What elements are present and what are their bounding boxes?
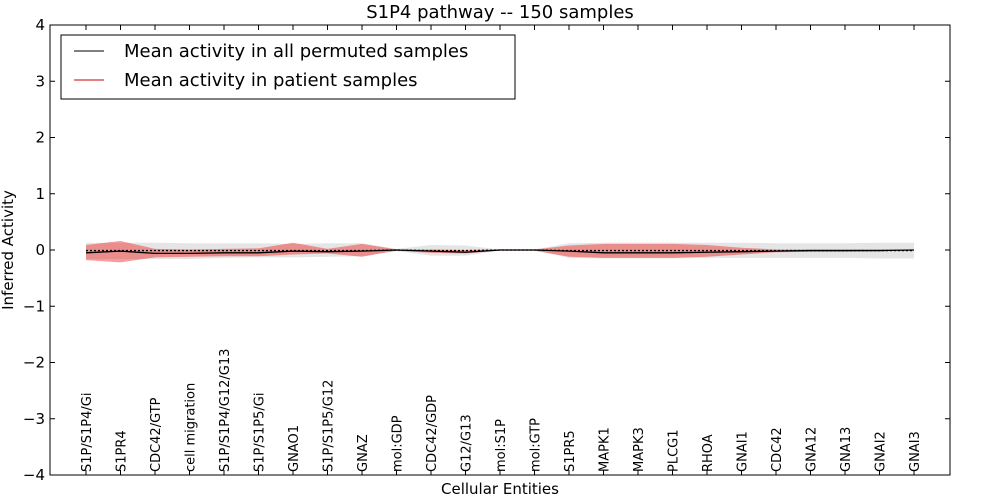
legend-label-permuted: Mean activity in all permuted samples [124, 41, 468, 62]
y-tick-label: −2 [23, 354, 45, 372]
legend-label-patient: Mean activity in patient samples [124, 70, 418, 91]
x-tick-label: GNAZ [356, 434, 371, 472]
x-tick-label: S1P/S1P5/Gi [253, 393, 268, 472]
chart-title: S1P4 pathway -- 150 samples [366, 2, 634, 23]
y-tick-label: 2 [35, 129, 45, 147]
x-tick-label: GNAO1 [287, 425, 302, 472]
y-tick-label: 1 [35, 185, 45, 203]
series-line-1 [85, 249, 915, 255]
x-tick-label: GNAI3 [908, 431, 923, 472]
band-layer [86, 241, 914, 263]
x-tick-label: RHOA [701, 434, 716, 472]
x-axis-label: Cellular Entities [441, 480, 559, 498]
series-band-0 [86, 242, 914, 259]
y-tick-label: −3 [23, 410, 45, 428]
x-tick-label: mol:GTP [529, 418, 544, 472]
x-tick-label: CDC42/GDP [425, 395, 440, 472]
y-tick-label: 0 [35, 241, 45, 259]
series-line-0 [86, 249, 914, 252]
x-tick-label: cell migration [184, 383, 199, 472]
x-tick-label: mol:GDP [391, 415, 406, 472]
series-band-1 [86, 241, 914, 263]
y-tick-label: −1 [23, 297, 45, 315]
x-tick-label: G12/G13 [460, 414, 475, 472]
x-tick-label: S1P/S1P4/Gi [80, 393, 95, 472]
x-tick-label: CDC42 [770, 427, 785, 472]
x-tick-label: S1P/S1P4/G12/G13 [218, 349, 233, 472]
x-tick-label: MAPK1 [598, 427, 613, 472]
y-axis: −4 −3 −2 −1 0 1 2 3 4 [23, 16, 950, 484]
x-axis: S1P/S1P4/Gi S1PR4 CDC42/GTP cell migration S… [80, 25, 923, 475]
x-tick-label: GNA13 [839, 427, 854, 472]
y-tick-label: −4 [23, 466, 45, 484]
x-tick-label: GNA12 [805, 427, 820, 472]
x-tick-label: CDC42/GTP [149, 397, 164, 472]
x-tick-label: PLCG1 [667, 429, 682, 472]
legend-box [60, 34, 516, 100]
y-tick-label: 4 [35, 16, 45, 34]
legend: Mean activity in all permuted samples Me… [60, 34, 516, 100]
x-tick-label: S1P/S1P5/G12 [322, 380, 337, 472]
x-tick-label: S1PR5 [563, 430, 578, 472]
y-axis-label: Inferred Activity [0, 190, 17, 310]
y-tick-label: 3 [35, 72, 45, 90]
x-tick-label: mol:S1P [494, 419, 509, 472]
x-tick-label: GNAI1 [736, 431, 751, 472]
line-layer [85, 249, 915, 255]
plot-frame [49, 24, 951, 476]
x-tick-label: GNAI2 [874, 431, 889, 472]
x-tick-label: MAPK3 [632, 427, 647, 472]
x-tick-label: S1PR4 [115, 430, 130, 472]
